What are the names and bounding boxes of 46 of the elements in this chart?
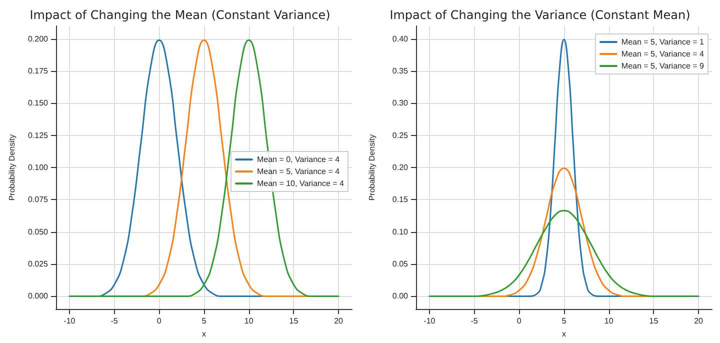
x-tick-label: 15 bbox=[289, 316, 299, 326]
y-tick-label: 0.25 bbox=[392, 130, 409, 140]
legend-label: Mean = 5, Variance = 4 bbox=[256, 167, 340, 176]
legend-label: Mean = 0, Variance = 4 bbox=[256, 155, 340, 164]
chart-title: Impact of Changing the Mean (Constant Variance) bbox=[30, 8, 330, 22]
x-tick-label: 15 bbox=[649, 316, 659, 326]
y-tick-label: 0.35 bbox=[392, 66, 409, 76]
x-tick-label: 0 bbox=[156, 316, 162, 326]
y-tick-label: 0.15 bbox=[392, 195, 409, 204]
legend-label: Mean = 5, Variance = 4 bbox=[621, 50, 705, 58]
x-tick-label: 10 bbox=[244, 316, 254, 326]
x-axis-title: x bbox=[202, 330, 206, 338]
y-tick-label: 0.050 bbox=[28, 227, 49, 236]
y-tick-label: 0.125 bbox=[28, 130, 49, 140]
x-tick-label: 5 bbox=[562, 316, 567, 326]
y-axis-title: Probability Density bbox=[368, 134, 376, 201]
y-tick-label: 0.025 bbox=[28, 260, 49, 269]
chart-title: Impact of Changing the Variance (Constant Mean) bbox=[390, 8, 690, 22]
y-tick-label: 0.075 bbox=[28, 195, 49, 204]
x-tick-label: -10 bbox=[64, 316, 76, 326]
x-tick-label: -5 bbox=[110, 316, 118, 326]
y-tick-label: 0.30 bbox=[392, 98, 409, 108]
x-tick-label: 0 bbox=[516, 316, 522, 326]
line-series bbox=[428, 210, 700, 297]
y-tick-label: 0.175 bbox=[28, 66, 49, 76]
x-tick-label: 5 bbox=[202, 316, 207, 326]
x-tick-label: -5 bbox=[470, 316, 478, 326]
x-axis-title: x bbox=[562, 330, 566, 338]
y-tick-label: 0.000 bbox=[28, 292, 49, 301]
y-tick-label: 0.10 bbox=[392, 227, 409, 236]
line-series bbox=[68, 39, 340, 297]
x-tick-label: -10 bbox=[424, 316, 436, 326]
y-axis-title: Probability Density bbox=[8, 134, 16, 201]
x-tick-label: 20 bbox=[694, 316, 704, 326]
y-tick-label: 0.00 bbox=[392, 292, 409, 301]
y-tick-label: 0.40 bbox=[392, 34, 409, 44]
legend-label: Mean = 10, Variance = 4 bbox=[256, 179, 345, 188]
y-tick-label: 0.20 bbox=[392, 163, 409, 172]
x-tick-label: 10 bbox=[604, 316, 614, 326]
y-tick-label: 0.100 bbox=[28, 163, 49, 172]
legend-label: Mean = 5, Variance = 1 bbox=[621, 38, 705, 46]
y-tick-label: 0.200 bbox=[28, 34, 49, 44]
y-tick-label: 0.150 bbox=[28, 98, 49, 108]
y-tick-label: 0.05 bbox=[392, 260, 409, 269]
x-tick-label: 20 bbox=[334, 316, 344, 326]
legend-label: Mean = 5, Variance = 9 bbox=[621, 62, 705, 70]
